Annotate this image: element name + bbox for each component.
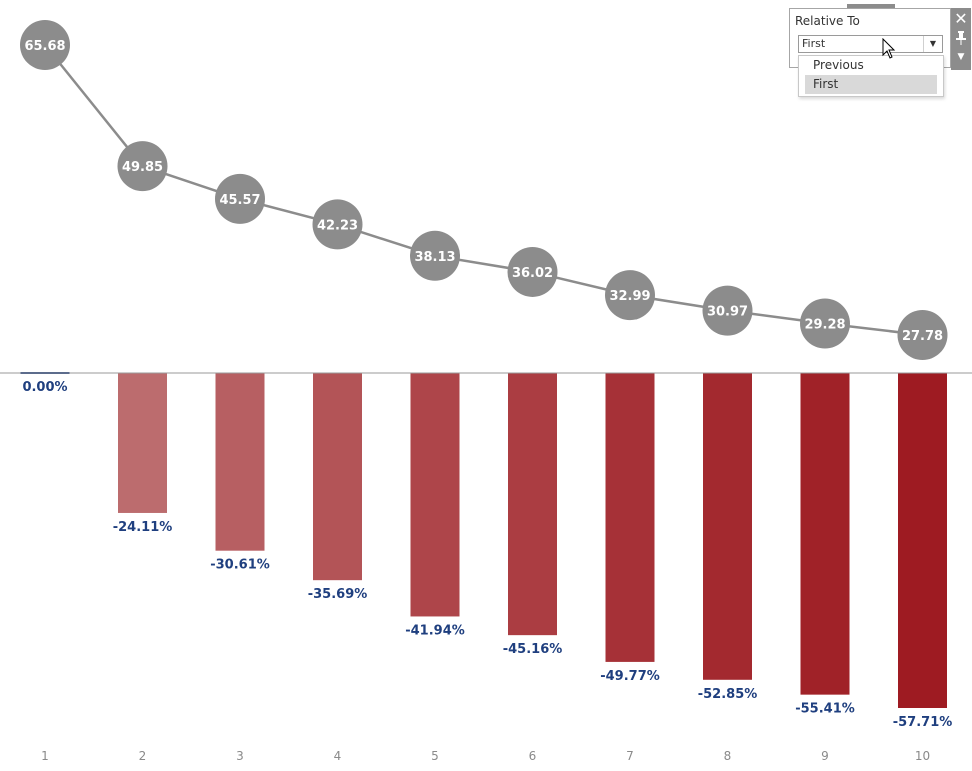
x-tick-label: 8 <box>724 749 732 763</box>
bar-data-label: -35.69% <box>308 587 368 602</box>
bar-data-label: -45.16% <box>503 642 563 657</box>
bar-data-label: -57.71% <box>893 715 953 730</box>
pin-icon[interactable] <box>951 30 971 49</box>
bar-data-label: -30.61% <box>210 558 270 573</box>
bar <box>313 373 362 581</box>
x-tick-label: 4 <box>334 749 342 763</box>
bars-layer: 0.00% -24.11% -30.61% -35.69% -41.94% -45.16%… <box>20 372 953 730</box>
data-point <box>702 285 753 336</box>
data-point <box>20 20 70 70</box>
data-point <box>800 298 850 349</box>
x-tick-label: 7 <box>626 749 634 763</box>
x-axis-ticks: 1 2 3 4 5 6 7 8 9 10 <box>41 749 930 763</box>
data-point <box>312 199 363 250</box>
bar <box>800 373 850 695</box>
point-label: 36.02 <box>512 266 553 281</box>
bar-data-label: -49.77% <box>600 669 660 684</box>
bar-data-label: -41.94% <box>405 623 465 638</box>
param-panel-tab <box>847 4 895 8</box>
parameter-toolbar: ✕ ▼ <box>951 8 971 70</box>
x-tick-label: 5 <box>431 749 439 763</box>
x-tick-label: 2 <box>139 749 147 763</box>
parameter-title: Relative To <box>795 14 860 28</box>
data-point <box>605 270 655 321</box>
x-tick-label: 9 <box>821 749 829 763</box>
bar <box>410 373 460 617</box>
bar-data-label: 0.00% <box>22 380 67 395</box>
x-tick-label: 10 <box>915 749 930 763</box>
chevron-down-icon[interactable]: ▼ <box>923 36 942 52</box>
bar <box>118 373 167 513</box>
data-point <box>117 141 168 192</box>
point-label: 65.68 <box>24 39 65 54</box>
menu-caret-icon[interactable]: ▼ <box>957 52 965 62</box>
point-label: 42.23 <box>317 218 358 233</box>
option-previous[interactable]: Previous <box>813 58 864 72</box>
x-tick-label: 1 <box>41 749 49 763</box>
x-tick-label: 3 <box>236 749 244 763</box>
point-label: 38.13 <box>414 250 455 265</box>
option-first[interactable]: First <box>805 75 937 94</box>
data-point <box>215 173 265 224</box>
point-label: 32.99 <box>609 289 650 304</box>
bar-data-label: -52.85% <box>698 687 758 702</box>
bar <box>898 373 947 708</box>
x-tick-label: 6 <box>529 749 537 763</box>
mouse-pointer-icon <box>882 38 896 59</box>
data-point <box>507 246 558 297</box>
relative-to-select[interactable]: First ▼ <box>798 35 943 53</box>
point-label: 30.97 <box>707 305 748 320</box>
bar-data-label: -24.11% <box>113 520 173 535</box>
bar <box>215 373 265 551</box>
point-label: 45.57 <box>219 193 260 208</box>
close-icon[interactable]: ✕ <box>954 9 968 28</box>
line-layer: 65.68 49.85 45.57 42.23 38.13 36.02 32.99 30.97… <box>20 20 948 360</box>
dropdown-list: Previous First <box>798 55 944 97</box>
bar <box>508 373 557 636</box>
series-line <box>44 44 923 337</box>
data-point <box>410 230 460 281</box>
bar <box>605 373 655 662</box>
point-label: 29.28 <box>804 318 845 333</box>
bar-data-label: -55.41% <box>795 702 855 717</box>
data-point <box>897 310 948 360</box>
select-value: First <box>802 37 826 50</box>
bar <box>703 373 752 680</box>
point-label: 49.85 <box>122 160 163 175</box>
point-label: 27.78 <box>902 329 943 344</box>
